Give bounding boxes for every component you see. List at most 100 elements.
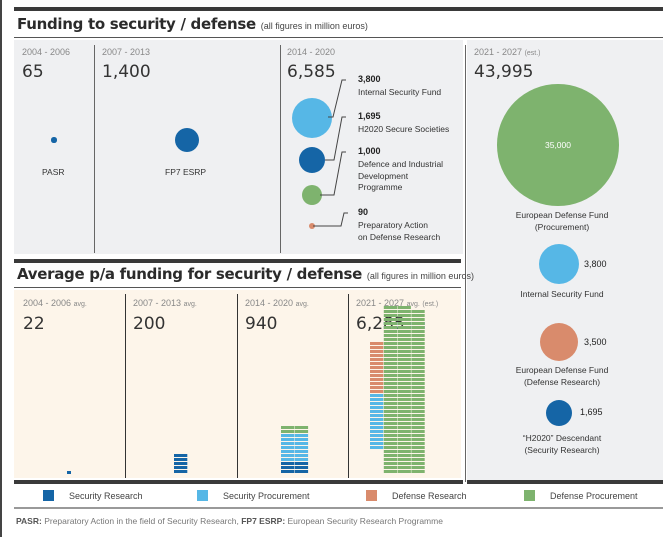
bubble-value: 3,800 xyxy=(358,74,381,84)
bar-cell-defense-procurement xyxy=(397,422,411,425)
bar-cell-defense-procurement xyxy=(411,318,425,321)
legend-label: Defense Procurement xyxy=(550,490,638,501)
bar-cell-defense-procurement xyxy=(397,322,411,325)
bar-cell-defense-procurement xyxy=(397,354,411,357)
avg-period-label: 2007 - 2013 avg. xyxy=(133,298,197,308)
bar-cell-defense-procurement xyxy=(411,398,425,401)
bar-cell-security-research xyxy=(174,458,188,461)
bubble-internal-security-fund-2021 xyxy=(538,243,580,285)
bar-cell-defense-procurement xyxy=(397,378,411,381)
avg-period-text: 2021 - 2027 xyxy=(356,298,405,308)
bar-cell-security-procurement xyxy=(370,434,384,437)
bar-cell-defense-procurement xyxy=(397,470,411,473)
legend-underline xyxy=(14,507,663,509)
top-title-underline xyxy=(14,37,663,38)
bar-cell-defense-research xyxy=(370,390,384,393)
bar-cell-defense-procurement xyxy=(397,466,411,469)
bubble-label: H2020 Secure Societies xyxy=(358,124,450,134)
bar-cell-defense-procurement xyxy=(411,438,425,441)
divider xyxy=(125,294,126,478)
bar-cell-defense-procurement xyxy=(411,358,425,361)
bar-cell-security-research xyxy=(174,454,188,457)
bar-cell-defense-procurement xyxy=(383,386,398,389)
bubble-inner-value: 35,000 xyxy=(544,139,571,150)
bar-cell-defense-procurement xyxy=(411,466,425,469)
period-total: 65 xyxy=(22,62,44,82)
bar-cell-security-procurement xyxy=(281,438,295,441)
bar-cell-defense-procurement xyxy=(294,426,309,429)
bar-cell-defense-procurement xyxy=(411,390,425,393)
bar-cell-security-procurement xyxy=(370,430,384,433)
bar-cell-defense-procurement xyxy=(397,454,411,457)
label-line: Programme xyxy=(358,182,403,192)
period-label: 2004 - 2006 xyxy=(22,47,71,57)
bar-cell-defense-procurement xyxy=(383,442,398,445)
bar-cell-defense-procurement xyxy=(383,342,398,345)
bar-cell-defense-procurement xyxy=(411,402,425,405)
leader-line xyxy=(313,212,348,227)
bar-cell-defense-procurement xyxy=(397,358,411,361)
bar-cell-defense-research xyxy=(370,386,384,389)
bar-cell-defense-procurement xyxy=(383,414,398,417)
bar-cell-defense-procurement xyxy=(397,346,411,349)
bar-cell-defense-procurement xyxy=(397,338,411,341)
bar-cell-defense-research xyxy=(370,370,384,373)
bar-cell-security-procurement xyxy=(281,446,295,449)
bar-cell-defense-procurement xyxy=(397,366,411,369)
bar-cell-defense-procurement xyxy=(397,330,411,333)
bar-cell-defense-procurement xyxy=(383,418,398,421)
legend-item-security-research: Security Research xyxy=(43,490,143,501)
bar-cell-security-procurement xyxy=(281,434,295,437)
bar-cell-defense-procurement xyxy=(397,314,411,317)
bar-cell-defense-procurement xyxy=(411,430,425,433)
bar-cell-defense-procurement xyxy=(397,406,411,409)
bubble-label: Preparatory Action on Defense Research xyxy=(358,220,440,243)
top-panel xyxy=(14,40,463,254)
bar-cell-defense-procurement xyxy=(397,326,411,329)
bar-cell-security-procurement xyxy=(294,442,309,445)
bar-cell-defense-procurement xyxy=(397,398,411,401)
bar-cell-defense-procurement xyxy=(383,326,398,329)
legend-item-security-procurement: Security Procurement xyxy=(197,490,310,501)
bubble-label: Internal Security Fund xyxy=(520,289,604,299)
bubble-value: 90 xyxy=(358,207,369,217)
bar-cell-defense-procurement xyxy=(411,374,425,377)
bar-cell-defense-procurement xyxy=(397,374,411,377)
bubble-value: 3,800 xyxy=(584,259,607,269)
bar-cell-defense-procurement xyxy=(383,338,398,341)
bar-cell-security-procurement xyxy=(294,450,309,453)
bar-cell-defense-procurement xyxy=(383,458,398,461)
bar-cell-defense-procurement xyxy=(411,450,425,453)
avg-total: 22 xyxy=(23,314,45,334)
divider xyxy=(280,45,281,253)
label-line: Preparatory Action xyxy=(358,220,428,230)
bar-cell-defense-procurement xyxy=(411,334,425,337)
bar-cell-defense-procurement xyxy=(411,470,425,473)
period-label-text: 2021 - 2027 xyxy=(474,47,523,57)
bar-cell-defense-procurement xyxy=(411,394,425,397)
bar-cell-security-procurement xyxy=(370,414,384,417)
bar-cell-defense-procurement xyxy=(281,430,295,433)
label-line: European Defense Fund xyxy=(515,365,609,375)
bar-cell-security-procurement xyxy=(370,418,384,421)
bar-cell-defense-procurement xyxy=(397,370,411,373)
bar-cell-defense-procurement xyxy=(397,414,411,417)
bar-cell-defense-research xyxy=(370,374,384,377)
bar-cell-security-research xyxy=(174,466,188,469)
legend-label: Security Procurement xyxy=(223,490,310,501)
label-line: (Defense Research) xyxy=(523,377,601,387)
bubble-padr xyxy=(308,222,316,230)
bubble-h2020-secure-societies xyxy=(298,146,326,174)
bar-cell-defense-procurement xyxy=(383,330,398,333)
avg-suffix: avg. xyxy=(406,301,420,308)
bar-cell-defense-procurement xyxy=(294,430,309,433)
bottom-title-underline xyxy=(14,287,461,288)
divider xyxy=(348,294,349,478)
bar-cell-defense-procurement xyxy=(383,406,398,409)
bar-cell-security-research xyxy=(281,462,295,465)
period-label: 2007 - 2013 xyxy=(102,47,151,57)
legend-swatch xyxy=(366,490,377,501)
period-total: 6,585 xyxy=(287,62,336,82)
bar-cell-defense-procurement xyxy=(411,414,425,417)
avg-suffix: avg. xyxy=(183,301,197,308)
